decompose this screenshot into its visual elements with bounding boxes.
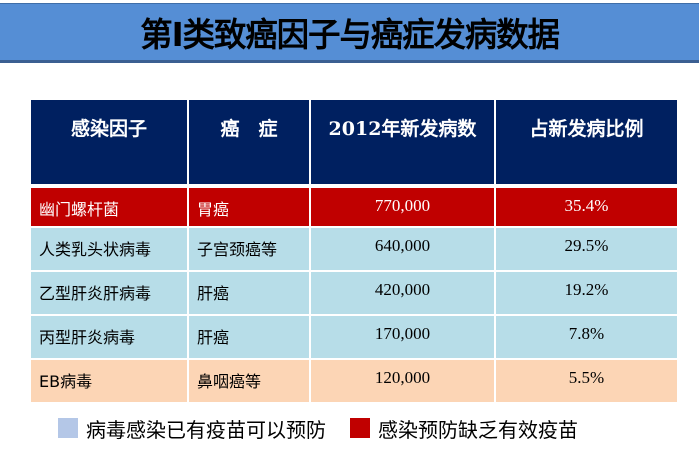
cell-cancer: 鼻咽癌等 <box>187 358 311 404</box>
cell-agent: 乙型肝炎肝病毒 <box>31 270 189 316</box>
cell-cases: 640,000 <box>309 226 496 272</box>
cell-cancer: 胃癌 <box>187 185 311 228</box>
cell-share: 29.5% <box>494 226 677 272</box>
cell-agent: EB病毒 <box>31 358 189 404</box>
title-banner: 第I类致癌因子与癌症发病数据 <box>0 3 699 63</box>
legend-item-vaccine-available: 病毒感染已有疫苗可以预防 <box>58 414 326 443</box>
carcinogen-table-container: 感染因子 癌 症 2012年新发病数 占新发病比例 幽门螺杆菌 胃癌 770,0… <box>31 100 677 404</box>
header-cancer: 癌 症 <box>187 100 311 186</box>
cell-cases: 770,000 <box>309 185 496 228</box>
cell-cases: 420,000 <box>309 270 496 316</box>
legend-swatch-light-blue <box>58 418 78 438</box>
cell-cancer: 子宫颈癌等 <box>187 226 311 272</box>
header-agent: 感染因子 <box>31 100 189 186</box>
cell-share: 5.5% <box>494 358 677 404</box>
cell-cases: 120,000 <box>309 358 496 404</box>
cell-share: 19.2% <box>494 270 677 316</box>
cell-share: 35.4% <box>494 185 677 228</box>
carcinogen-table: 感染因子 癌 症 2012年新发病数 占新发病比例 幽门螺杆菌 胃癌 770,0… <box>31 100 677 404</box>
header-share: 占新发病比例 <box>494 100 677 186</box>
cell-share: 7.8% <box>494 314 677 360</box>
cell-agent: 人类乳头状病毒 <box>31 226 189 272</box>
page-title: 第I类致癌因子与癌症发病数据 <box>140 15 560 54</box>
legend-swatch-red <box>350 418 370 438</box>
table-header-row: 感染因子 癌 症 2012年新发病数 占新发病比例 <box>31 100 677 186</box>
table-row: 人类乳头状病毒 子宫颈癌等 640,000 29.5% <box>31 226 677 272</box>
cell-cases: 170,000 <box>309 314 496 360</box>
table-row: EB病毒 鼻咽癌等 120,000 5.5% <box>31 358 677 404</box>
table-row: 丙型肝炎病毒 肝癌 170,000 7.8% <box>31 314 677 360</box>
table-row: 幽门螺杆菌 胃癌 770,000 35.4% <box>31 185 677 228</box>
cell-cancer: 肝癌 <box>187 314 311 360</box>
legend-item-no-vaccine: 感染预防缺乏有效疫苗 <box>350 414 578 443</box>
cell-agent: 幽门螺杆菌 <box>31 185 189 228</box>
cell-agent: 丙型肝炎病毒 <box>31 314 189 360</box>
table-row: 乙型肝炎肝病毒 肝癌 420,000 19.2% <box>31 270 677 316</box>
legend-label: 病毒感染已有疫苗可以预防 <box>86 417 326 442</box>
header-cases: 2012年新发病数 <box>309 100 496 186</box>
legend-label: 感染预防缺乏有效疫苗 <box>378 417 578 442</box>
legend: 病毒感染已有疫苗可以预防 感染预防缺乏有效疫苗 <box>58 412 578 444</box>
cell-cancer: 肝癌 <box>187 270 311 316</box>
